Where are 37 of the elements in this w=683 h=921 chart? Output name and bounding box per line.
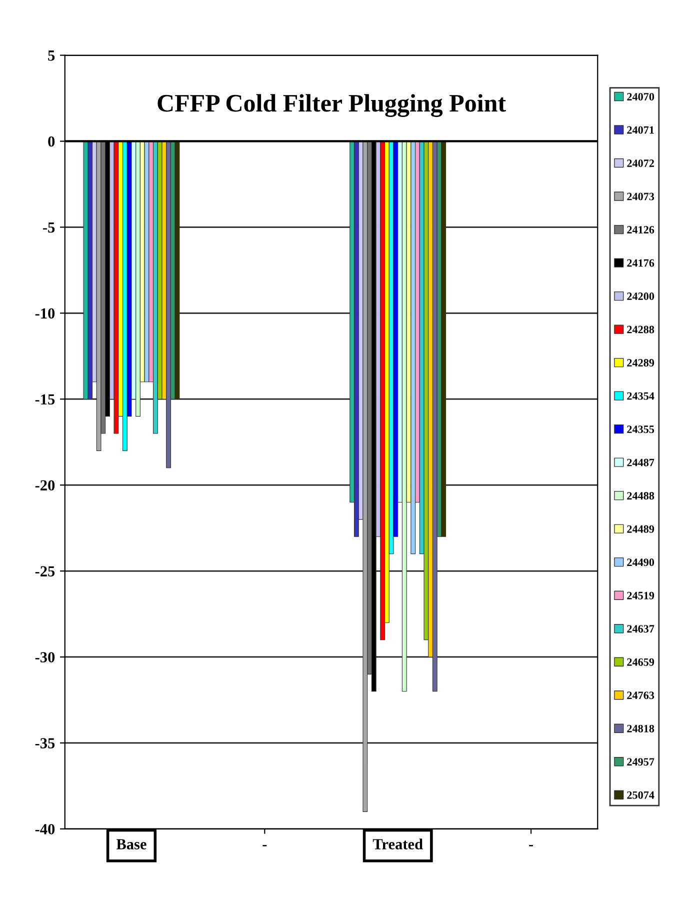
x-tick-label: Treated — [372, 838, 423, 850]
legend-label: 24490 — [627, 558, 654, 566]
legend-label: 24488 — [627, 492, 654, 500]
legend-label: 24489 — [627, 525, 654, 533]
y-tick-label: -25 — [35, 566, 55, 576]
legend-label: 24659 — [627, 658, 654, 666]
text: CFFP Cold Filter Plugging Point — [158, 94, 506, 117]
legend-label: 24071 — [627, 126, 654, 134]
y-tick-label: -5 — [42, 222, 55, 233]
legend-label: 24519 — [627, 592, 654, 600]
legend-label: 24637 — [627, 625, 654, 633]
legend-label: 25074 — [627, 791, 654, 799]
y-tick-label: -10 — [35, 308, 55, 319]
legend-label: 24176 — [627, 259, 654, 267]
y-tick-label: -30 — [35, 652, 55, 662]
legend-label: 24072 — [627, 160, 654, 167]
x-tick-label: Base — [116, 839, 146, 850]
y-tick-label: 0 — [48, 136, 55, 147]
legend-label: 24957 — [627, 758, 654, 766]
y-tick-label: -35 — [35, 738, 55, 748]
x-tick-label: - — [262, 844, 267, 846]
y-tick-label: -40 — [35, 824, 55, 834]
legend-label: 24288 — [627, 326, 654, 334]
legend-label: 24073 — [627, 192, 654, 200]
legend-label: 24126 — [627, 226, 654, 234]
legend-label: 24354 — [627, 392, 654, 400]
legend-label: 24818 — [627, 724, 654, 732]
legend-label: 24487 — [627, 458, 654, 466]
legend-label: 24289 — [627, 359, 654, 367]
legend-label: 24355 — [627, 426, 654, 434]
legend-label: 24763 — [627, 692, 654, 700]
y-tick-label: 5 — [48, 50, 55, 61]
legend-label: 24200 — [627, 292, 654, 300]
y-tick-label: -20 — [35, 480, 55, 491]
legend-label: 24070 — [627, 92, 654, 100]
x-tick-label: - — [529, 844, 534, 846]
y-tick-label: -15 — [35, 394, 55, 405]
